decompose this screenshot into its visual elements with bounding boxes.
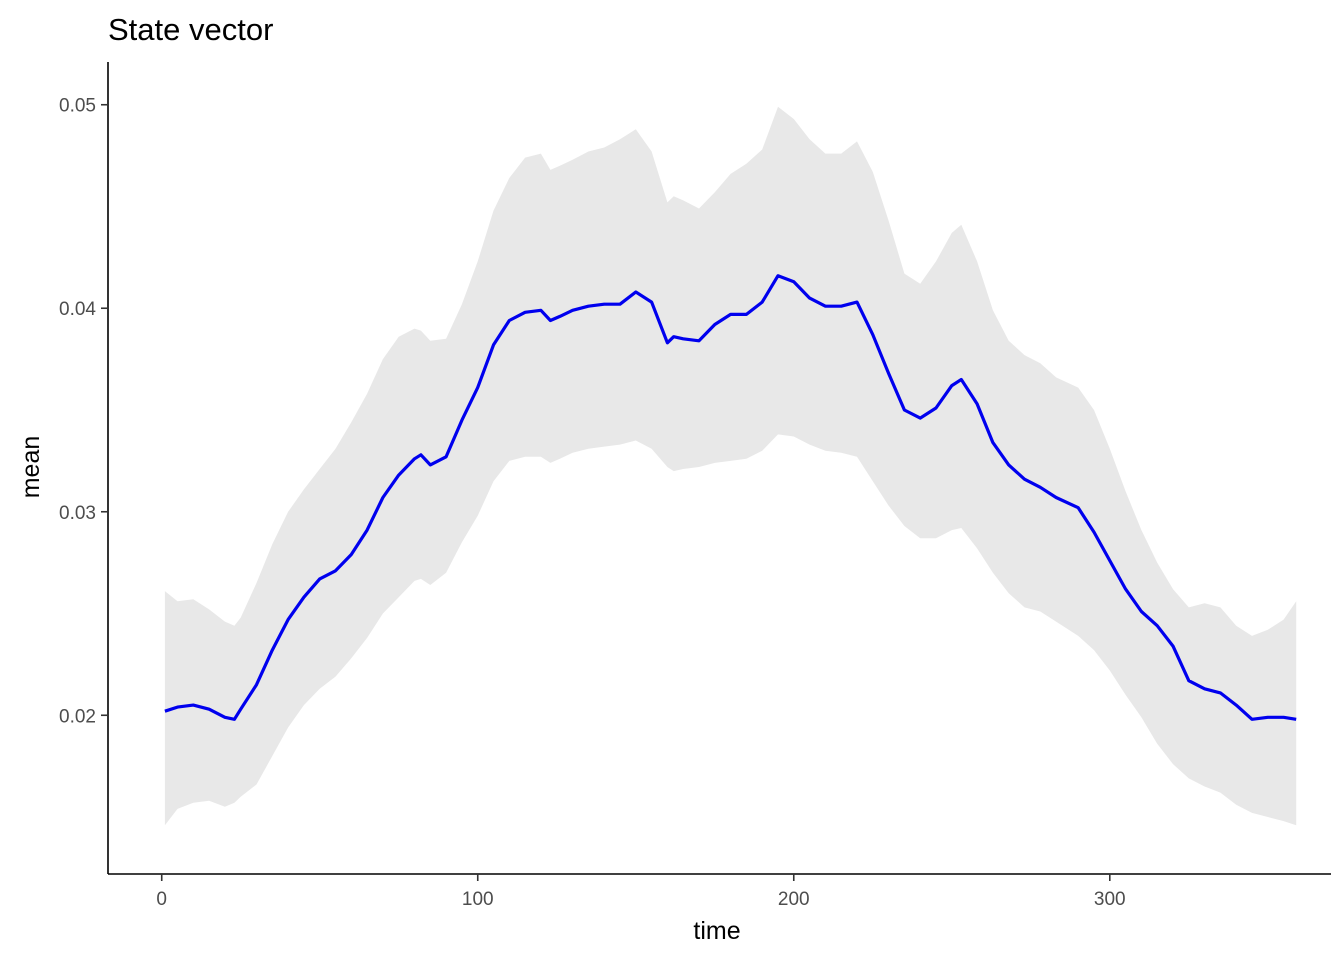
x-axis-label: time	[693, 917, 740, 945]
y-tick-label: 0.03	[59, 503, 96, 524]
x-tick-label: 200	[778, 889, 810, 910]
x-tick-label: 0	[156, 889, 167, 910]
x-tick-label: 100	[462, 889, 494, 910]
chart-title: State vector	[108, 12, 273, 47]
plot-area	[164, 106, 1297, 826]
y-tick-label: 0.02	[59, 706, 96, 727]
y-tick-label: 0.04	[59, 299, 96, 320]
mean-line	[164, 274, 1297, 721]
confidence-band	[164, 106, 1297, 826]
y-tick-label: 0.05	[59, 96, 96, 117]
x-axis-ticks: 0 100 200 300	[156, 874, 1126, 910]
y-axis-label: mean	[17, 436, 45, 499]
x-tick-label: 300	[1094, 889, 1126, 910]
y-axis-ticks: 0.02 0.03 0.04 0.05	[59, 96, 108, 727]
